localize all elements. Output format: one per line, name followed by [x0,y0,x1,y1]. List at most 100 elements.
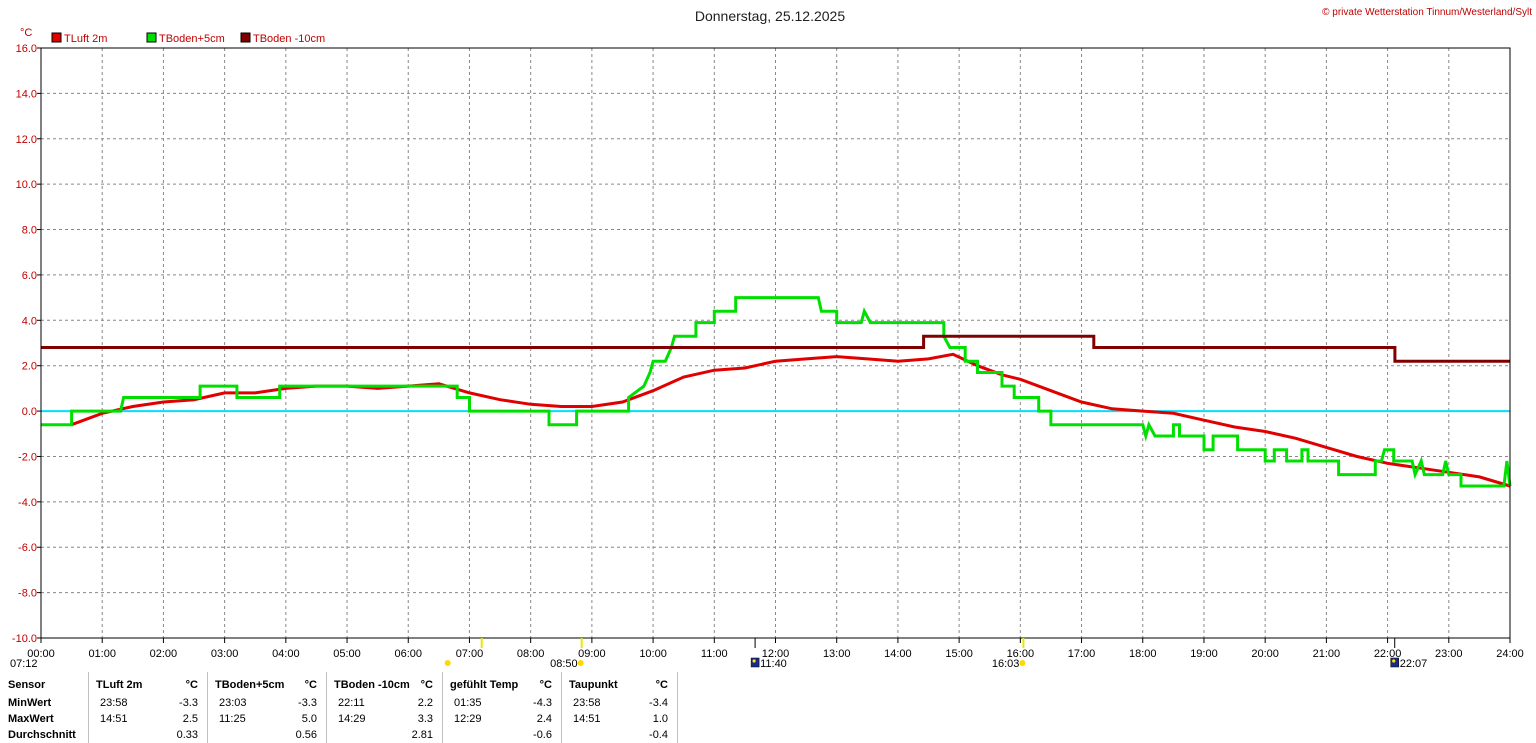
x-tick-label: 09:00 [578,648,606,660]
stats-value: 5.0 [301,713,317,725]
stats-value: 2.4 [536,713,552,725]
y-tick-label: 16.0 [16,43,37,55]
sun-icon [1019,660,1026,666]
temperature-chart: Donnerstag, 25.12.2025 © private Wetters… [10,7,1532,670]
stats-value: -0.4 [649,729,668,741]
sun-icon [444,660,451,666]
legend: TLuft 2m TBoden+5cm TBoden -10cm [51,32,325,45]
chart-title: Donnerstag, 25.12.2025 [695,8,845,24]
y-tick-label: -2.0 [18,451,37,463]
legend-label-0: TLuft 2m [64,33,107,45]
moon-event-time: 22:07 [1400,658,1428,670]
x-tick-label: 10:00 [639,648,667,660]
stats-column: TBoden+5cm °C 23:03 -3.3 11:25 5.0 0.56 [207,672,327,743]
stats-value: 3.3 [417,713,433,725]
credit-text: © private Wetterstation Tinnum/Westerlan… [1322,7,1532,18]
stats-value: -4.3 [533,697,552,709]
x-tick-label: 24:00 [1496,648,1524,660]
x-tick-label: 16:00 [1007,648,1035,660]
sun-icon [577,660,584,666]
moon-icon [750,657,760,668]
stats-time: 01:35 [454,697,482,709]
moon-dot [1392,659,1396,663]
stats-value: -3.4 [649,697,668,709]
stats-row-label: MinWert [8,697,52,709]
legend-swatch-2 [240,32,251,43]
stats-time: 14:51 [100,713,128,725]
stats-time: 23:58 [100,697,128,709]
stats-header: TBoden+5cm [215,679,285,691]
stats-value: -3.3 [298,697,317,709]
stats-column: TBoden -10cm °C 22:11 2.2 14:29 3.3 2.81 [326,672,443,743]
x-tick-label: 06:00 [394,648,422,660]
x-tick-label: 02:00 [150,648,178,660]
stats-value: 2.81 [411,729,433,741]
series-line-0 [71,352,1511,488]
y-tick-label: 6.0 [22,270,37,282]
stats-value: 2.2 [417,697,433,709]
stats-unit: °C [655,679,668,691]
stats-row-label: Durchschnitt [8,729,76,741]
stats-time: 23:58 [573,697,601,709]
stats-column: gefühlt Temp °C 01:35 -4.3 12:29 2.4 -0.6 [442,672,562,743]
y-tick-label: 14.0 [16,88,37,100]
x-tick-label: 13:00 [823,648,851,660]
legend-label-2: TBoden -10cm [253,33,325,45]
stats-column: Sensor MinWert MaxWert Durchschnitt [0,672,89,743]
stats-header: Sensor [8,679,46,691]
stats-header: gefühlt Temp [450,679,519,691]
x-tick-label: 00:00 [27,648,55,660]
stats-column: Taupunkt °C 23:58 -3.4 14:51 1.0 -0.4 [561,672,678,743]
stats-time: 23:03 [219,697,247,709]
stats-header: TBoden -10cm [334,679,410,691]
legend-swatch-0 [51,32,62,43]
x-tick-label: 11:00 [701,648,728,660]
stats-value: 0.56 [295,729,317,741]
stats-row-label: MaxWert [8,713,54,725]
stats-header: Taupunkt [569,679,618,691]
grid [41,48,1510,638]
y-tick-label: -8.0 [18,588,37,600]
x-tick-label: 14:00 [884,648,912,660]
stats-time: 14:51 [573,713,601,725]
stats-value: 1.0 [652,713,668,725]
y-tick-label: 10.0 [16,179,37,191]
x-tick-label: 21:00 [1313,648,1341,660]
stats-time: 22:11 [338,697,365,709]
y-tick-label: 2.0 [22,361,37,373]
stats-unit: °C [420,679,433,691]
stats-time: 11:25 [219,713,246,725]
y-tick-label: 0.0 [22,406,37,418]
x-tick-label: 05:00 [333,648,361,660]
stats-unit: °C [185,679,198,691]
x-tick-label: 17:00 [1068,648,1096,660]
stats-value: -3.3 [179,697,198,709]
y-tick-label: -6.0 [18,542,37,554]
y-tick-label: 8.0 [22,225,37,237]
stats-value: 2.5 [182,713,198,725]
x-tick-label: 22:00 [1374,648,1402,660]
legend-label-1: TBoden+5cm [159,33,225,45]
sun-event-time: 16:03 [992,658,1020,670]
sun-moon-events: 07:12 08:50 16:03 11:40 22:07 [10,638,1427,670]
series-line-1 [41,296,1512,488]
stats-time: 14:29 [338,713,366,725]
stats-header: TLuft 2m [96,679,143,691]
tick-labels: 16.0 14.0 12.0 10.0 8.0 6.0 4.0 2.0 0.0 -2.0 -4.0 -… [12,43,1524,660]
stats-column: TLuft 2m °C 23:58 -3.3 14:51 2.5 0.33 [88,672,208,743]
x-tick-label: 04:00 [272,648,300,660]
sun-event-time: 08:50 [550,658,578,670]
x-tick-label: 15:00 [945,648,973,660]
x-tick-label: 07:00 [456,648,484,660]
x-tick-label: 03:00 [211,648,239,660]
x-tick-label: 20:00 [1251,648,1279,660]
y-tick-label: -4.0 [18,497,37,509]
stats-value: 0.33 [176,729,198,741]
stats-unit: °C [539,679,552,691]
moon-icon [1390,657,1399,668]
x-tick-label: 12:00 [762,648,790,660]
moon-event-time: 11:40 [760,658,787,670]
legend-swatch-1 [146,32,157,43]
x-tick-label: 08:00 [517,648,545,660]
y-tick-label: 12.0 [16,134,37,146]
